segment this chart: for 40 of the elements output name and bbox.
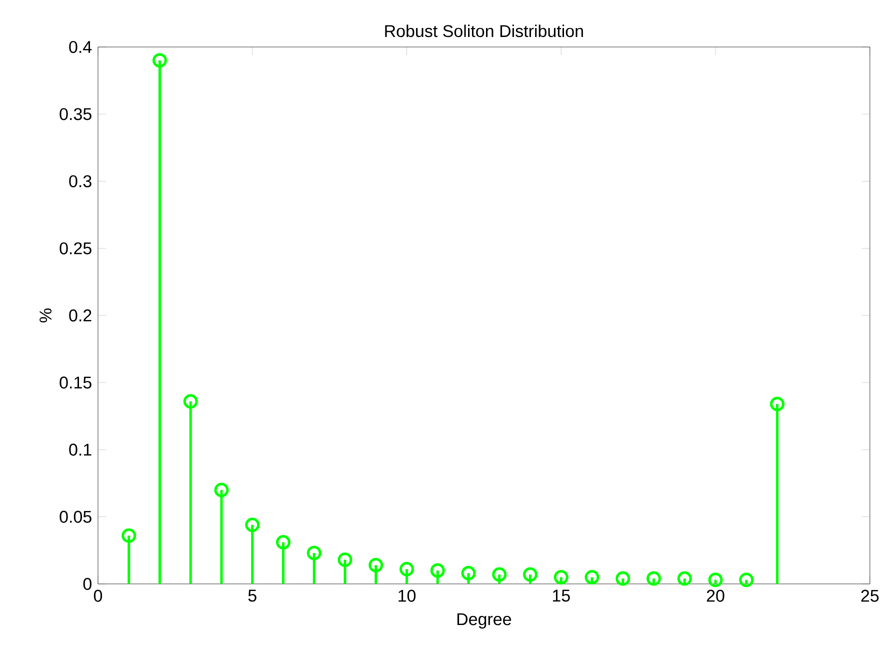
point <box>584 570 600 584</box>
y-tick-label: 0.1 <box>69 444 92 456</box>
point <box>770 396 785 412</box>
point <box>338 552 352 568</box>
y-tick-label: 0 <box>83 578 92 590</box>
y-tick-label: 0.15 <box>60 376 92 389</box>
point <box>677 571 692 586</box>
point <box>122 528 136 543</box>
point <box>245 518 260 532</box>
y-tick-label: 0.35 <box>60 108 92 120</box>
point <box>152 53 167 68</box>
x-tick-label: 25 <box>861 590 879 602</box>
point <box>214 482 229 498</box>
point <box>616 571 630 586</box>
x-tick-label: 5 <box>248 590 256 602</box>
point <box>461 566 476 580</box>
point <box>183 394 198 409</box>
x-axis-title: Degree <box>457 613 512 629</box>
point <box>400 562 414 576</box>
y-axis-title: % <box>40 308 52 322</box>
point <box>708 572 723 588</box>
chart-title: Robust Soliton Distribution <box>385 24 583 38</box>
y-tick-label: 0.05 <box>60 510 92 523</box>
point <box>492 567 507 582</box>
y-tick-label: 0.4 <box>69 41 92 54</box>
point <box>739 572 754 588</box>
y-tick-label: 0.3 <box>69 175 92 188</box>
point <box>523 567 538 582</box>
x-tick-label: 0 <box>94 590 102 602</box>
point <box>430 563 445 578</box>
point <box>368 558 384 572</box>
point <box>306 546 322 560</box>
point <box>276 535 290 550</box>
y-tick-label: 0.2 <box>69 309 92 322</box>
x-tick-label: 20 <box>706 590 724 602</box>
x-tick-label: 10 <box>398 590 416 602</box>
x-tick-label: 15 <box>552 590 570 602</box>
y-tick-label: 0.25 <box>60 242 92 254</box>
point <box>554 570 568 584</box>
point <box>646 571 662 586</box>
